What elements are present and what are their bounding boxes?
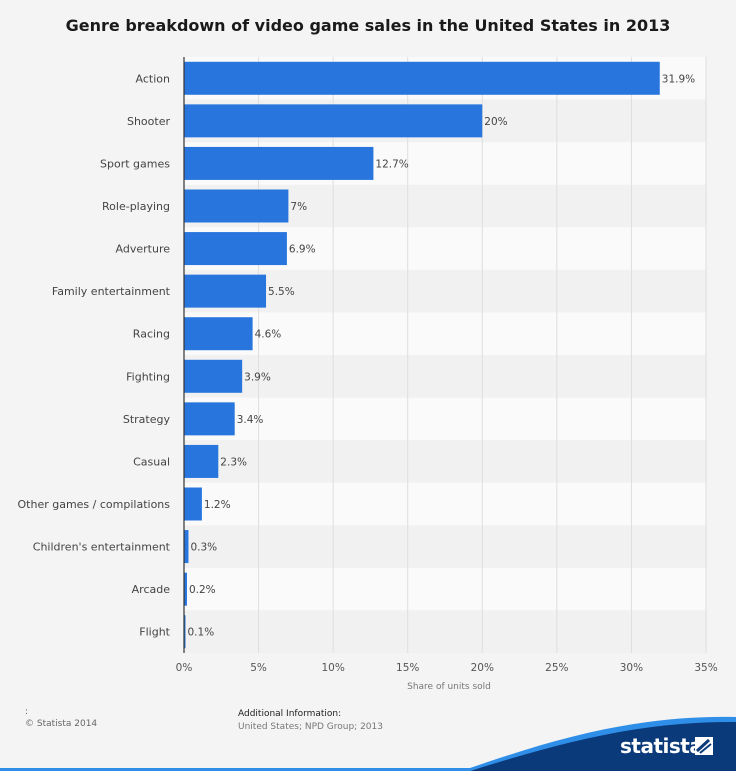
category-label: Flight xyxy=(139,626,170,639)
bar-value-label: 3.9% xyxy=(244,371,271,383)
bar[interactable] xyxy=(184,572,187,606)
gridlines xyxy=(258,57,707,653)
bar-chart: 31.9% 20% 12.7% 7% 6.9% 5.5% 4.6% 3.9% 3.4% 2.3% 1… xyxy=(18,57,718,692)
bars xyxy=(184,61,660,649)
additional-information: Additional Information: United States; N… xyxy=(238,708,383,734)
bar-value-label: 1.2% xyxy=(204,499,231,511)
x-tick-label: 25% xyxy=(545,662,568,674)
x-tick-label: 30% xyxy=(620,662,643,674)
category-label: Family entertainment xyxy=(52,285,171,298)
footer-marker: : xyxy=(25,707,29,717)
bar[interactable] xyxy=(184,402,235,436)
bar[interactable] xyxy=(184,232,287,266)
bar-value-label: 12.7% xyxy=(375,158,408,170)
x-tick-label: 35% xyxy=(694,662,717,674)
x-tick-label: 5% xyxy=(250,662,267,674)
category-label: Fighting xyxy=(126,370,170,383)
category-labels: Action Shooter Sport games Role-playing Adve… xyxy=(18,72,171,638)
x-tick-label: 15% xyxy=(396,662,419,674)
category-label: Casual xyxy=(133,455,170,468)
additional-info-heading[interactable]: Additional Information: xyxy=(238,709,342,719)
bar-value-label: 3.4% xyxy=(237,414,264,426)
bar[interactable] xyxy=(184,274,267,308)
row-band xyxy=(184,525,706,568)
row-band xyxy=(184,610,706,653)
bar-value-label: 5.5% xyxy=(268,286,295,298)
category-label: Arcade xyxy=(132,583,171,596)
x-tick-label: 0% xyxy=(176,662,193,674)
row-band xyxy=(184,269,706,313)
x-tick-label: 10% xyxy=(321,662,344,674)
category-label: Adverture xyxy=(116,243,171,256)
statista-logo[interactable]: statista xyxy=(620,734,703,758)
bar-value-label: 0.3% xyxy=(190,542,217,554)
category-label: Role-playing xyxy=(102,200,170,213)
bar[interactable] xyxy=(184,487,202,521)
footer-copyright: : © Statista 2014 xyxy=(25,706,97,730)
category-label: Shooter xyxy=(127,115,170,128)
x-tick-labels: 0% 5% 10% 15% 20% 25% 30% 35% xyxy=(176,662,718,674)
bar[interactable] xyxy=(184,189,289,223)
value-labels: 31.9% 20% 12.7% 7% 6.9% 5.5% 4.6% 3.9% 3.4% 2.3% 1… xyxy=(188,73,696,638)
statista-logo-icon xyxy=(695,737,713,755)
category-label: Strategy xyxy=(123,413,171,426)
brand-swoosh xyxy=(0,716,736,771)
bar-value-label: 0.1% xyxy=(188,627,215,639)
bar-value-label: 31.9% xyxy=(662,73,695,85)
bar[interactable] xyxy=(184,615,186,649)
bar[interactable] xyxy=(184,146,374,180)
x-axis-label: Share of units sold xyxy=(407,682,491,692)
x-tick-label: 20% xyxy=(471,662,494,674)
bar-value-label: 20% xyxy=(484,116,507,128)
category-label: Other games / compilations xyxy=(18,498,171,511)
bar[interactable] xyxy=(184,359,243,393)
bar-value-label: 6.9% xyxy=(289,244,316,256)
row-band xyxy=(184,355,706,398)
bar[interactable] xyxy=(184,530,189,564)
bar[interactable] xyxy=(184,444,219,478)
category-label: Action xyxy=(136,72,170,85)
copyright-text[interactable]: © Statista 2014 xyxy=(25,719,98,729)
bar-value-label: 4.6% xyxy=(255,329,282,341)
bar-value-label: 7% xyxy=(290,201,307,213)
chart-title: Genre breakdown of video game sales in t… xyxy=(65,16,671,35)
bar[interactable] xyxy=(184,104,483,138)
category-label: Sport games xyxy=(100,157,170,170)
bar[interactable] xyxy=(184,61,660,95)
row-bands xyxy=(184,57,706,653)
bar[interactable] xyxy=(184,317,253,351)
category-label: Children's entertainment xyxy=(33,541,171,554)
bar-value-label: 0.2% xyxy=(189,584,216,596)
additional-info-source: United States; NPD Group; 2013 xyxy=(238,722,383,732)
category-label: Racing xyxy=(133,328,170,341)
row-band xyxy=(184,440,706,483)
bar-value-label: 2.3% xyxy=(220,456,247,468)
